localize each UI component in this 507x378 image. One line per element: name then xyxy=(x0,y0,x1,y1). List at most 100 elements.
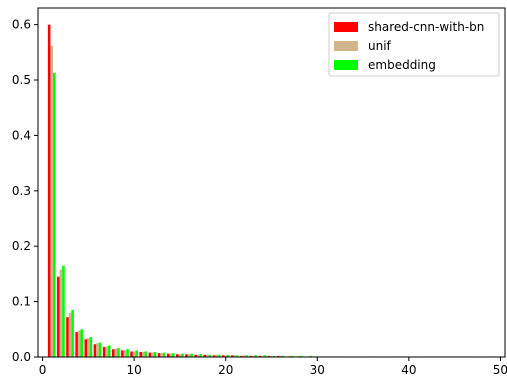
y-tick-label-0.5: 0.5 xyxy=(12,73,31,87)
bar-unif-25 xyxy=(270,355,273,357)
x-tick-label-40: 40 xyxy=(401,363,416,377)
bar-unif-3 xyxy=(68,312,72,357)
bar-embedding-3 xyxy=(71,309,74,357)
bar-unif-13 xyxy=(160,353,163,357)
bar-unif-18 xyxy=(206,354,209,357)
bar-shared-cnn-with-bn-22 xyxy=(240,355,243,357)
legend-swatch-unif xyxy=(334,41,358,51)
y-tick-label-0.4: 0.4 xyxy=(12,128,31,142)
bar-shared-cnn-with-bn-1 xyxy=(47,24,51,358)
bar-shared-cnn-with-bn-19 xyxy=(212,355,216,357)
bar-shared-cnn-with-bn-17 xyxy=(194,354,197,357)
bar-unif-12 xyxy=(151,352,154,357)
x-tick-label-20: 20 xyxy=(218,363,233,377)
plot-frame xyxy=(37,7,506,358)
bar-unif-26 xyxy=(279,355,282,357)
bar-embedding-16 xyxy=(190,353,193,357)
bar-embedding-8 xyxy=(117,348,120,357)
legend-box xyxy=(328,12,500,77)
bar-unif-5 xyxy=(87,338,90,357)
legend-label-shared-cnn-with-bn: shared-cnn-with-bn xyxy=(368,20,484,34)
bar-embedding-26 xyxy=(281,355,285,357)
bar-unif-7 xyxy=(105,346,108,357)
bar-shared-cnn-with-bn-23 xyxy=(249,355,252,357)
bar-embedding-9 xyxy=(126,349,129,357)
bar-unif-4 xyxy=(77,330,81,357)
x-tick-label-30: 30 xyxy=(310,363,325,377)
bar-shared-cnn-with-bn-14 xyxy=(166,353,170,357)
bar-embedding-18 xyxy=(208,354,212,357)
bar-embedding-14 xyxy=(172,353,175,357)
legend-swatch-shared-cnn-with-bn xyxy=(334,22,358,32)
bar-unif-23 xyxy=(251,355,255,357)
legend-label-unif: unif xyxy=(368,39,392,53)
bar-shared-cnn-with-bn-9 xyxy=(121,350,124,357)
bar-embedding-28 xyxy=(300,355,303,357)
x-tick-label-10: 10 xyxy=(127,363,142,377)
bar-shared-cnn-with-bn-4 xyxy=(75,332,78,357)
x-tick-label-50: 50 xyxy=(493,363,507,377)
bar-shared-cnn-with-bn-18 xyxy=(203,354,207,357)
bar-shared-cnn-with-bn-26 xyxy=(276,355,280,357)
legend-swatch-embedding xyxy=(334,60,358,70)
bar-unif-6 xyxy=(96,343,99,357)
bar-shared-cnn-with-bn-24 xyxy=(258,355,262,357)
bar-embedding-12 xyxy=(153,352,157,357)
legend-label-embedding: embedding xyxy=(368,58,436,72)
bar-unif-2 xyxy=(59,269,63,357)
bar-unif-14 xyxy=(169,353,173,357)
bar-unif-17 xyxy=(196,354,200,357)
bar-shared-cnn-with-bn-21 xyxy=(231,355,234,357)
bar-embedding-1 xyxy=(53,72,56,357)
bar-unif-28 xyxy=(297,355,301,357)
bar-shared-cnn-with-bn-7 xyxy=(102,347,106,357)
bar-embedding-15 xyxy=(181,353,184,357)
bar-shared-cnn-with-bn-10 xyxy=(130,351,133,357)
bar-unif-16 xyxy=(187,354,191,357)
bar-shared-cnn-with-bn-5 xyxy=(84,339,88,357)
bar-shared-cnn-with-bn-12 xyxy=(148,352,152,357)
bar-shared-cnn-with-bn-8 xyxy=(111,349,115,357)
bar-shared-cnn-with-bn-16 xyxy=(185,354,188,357)
bar-unif-22 xyxy=(242,355,246,357)
bar-embedding-20 xyxy=(227,354,230,357)
bar-embedding-25 xyxy=(272,355,276,357)
bar-embedding-10 xyxy=(135,350,138,357)
bar-embedding-6 xyxy=(98,342,102,357)
x-tick-label-0: 0 xyxy=(39,363,47,377)
bar-shared-cnn-with-bn-6 xyxy=(93,344,97,357)
bar-shared-cnn-with-bn-2 xyxy=(57,276,60,357)
bar-embedding-7 xyxy=(107,345,111,357)
y-tick-label-0: 0.0 xyxy=(12,350,31,364)
ticks-group: 0 10 20 30 40 50 0.0 0.1 0.2 0.3 0.4 0.5 0.6 xyxy=(12,18,507,377)
bar-embedding-2 xyxy=(62,265,65,357)
bar-unif-15 xyxy=(178,354,182,357)
bar-shared-cnn-with-bn-13 xyxy=(157,353,161,357)
bar-shared-cnn-with-bn-11 xyxy=(139,352,143,357)
y-tick-label-0.1: 0.1 xyxy=(12,295,31,309)
bar-embedding-22 xyxy=(245,355,248,357)
bar-shared-cnn-with-bn-3 xyxy=(66,317,69,357)
y-tick-label-0.6: 0.6 xyxy=(12,18,31,32)
bar-unif-21 xyxy=(233,355,237,357)
bar-shared-cnn-with-bn-25 xyxy=(267,355,271,357)
bars-group xyxy=(47,24,505,358)
bar-unif-24 xyxy=(261,355,264,357)
bar-shared-cnn-with-bn-15 xyxy=(176,354,179,357)
bar-embedding-4 xyxy=(80,329,84,357)
legend: shared-cnn-with-bn unif embedding xyxy=(328,12,500,77)
bar-unif-19 xyxy=(215,354,218,357)
bar-unif-8 xyxy=(114,348,118,357)
bar-embedding-11 xyxy=(144,351,148,357)
bar-embedding-29 xyxy=(309,355,312,357)
bar-shared-cnn-with-bn-20 xyxy=(221,355,225,357)
bar-unif-27 xyxy=(288,355,292,357)
bar-embedding-17 xyxy=(199,354,203,357)
bar-embedding-19 xyxy=(217,354,221,357)
bar-embedding-23 xyxy=(254,355,258,357)
bar-embedding-27 xyxy=(291,355,294,357)
bar-unif-10 xyxy=(132,351,136,357)
y-tick-label-0.2: 0.2 xyxy=(12,239,31,253)
axes-group xyxy=(37,7,506,358)
